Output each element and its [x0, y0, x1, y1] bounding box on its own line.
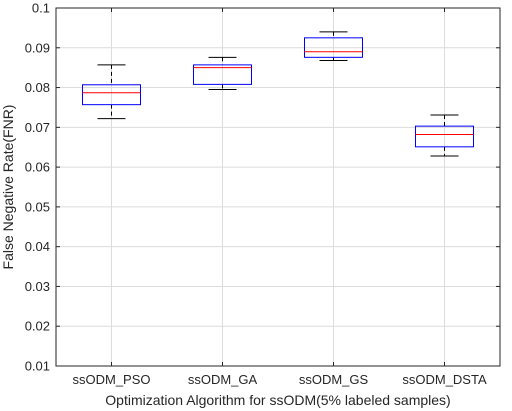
y-tick-label: 0.08: [25, 80, 50, 95]
y-tick-label: 0.1: [32, 1, 50, 16]
y-tick-label: 0.03: [25, 279, 50, 294]
y-tick-label: 0.05: [25, 199, 50, 214]
box-ssODM_DSTA: [415, 114, 474, 157]
plot-frame: [55, 7, 501, 367]
box-ssODM_GA: [193, 56, 252, 91]
x-tick-label: ssODM_GS: [299, 372, 369, 387]
y-axis-title: False Negative Rate(FNR): [0, 105, 16, 270]
box-ssODM_GS: [304, 31, 363, 62]
box-iqr: [304, 37, 363, 58]
box-iqr: [82, 84, 141, 106]
box-series: [82, 31, 474, 157]
x-tick-labels: ssODM_PSO ssODM_GA ssODM_GS ssODM_DSTA: [72, 372, 486, 387]
y-tick-label: 0.04: [25, 239, 50, 254]
box-iqr: [193, 64, 252, 85]
x-tick-label: ssODM_GA: [188, 372, 258, 387]
y-tick-label: 0.06: [25, 160, 50, 175]
y-tick-label: 0.01: [25, 359, 50, 374]
y-tick-labels: 0.01 0.02 0.03 0.04 0.05 0.06 0.07 0.08 0.09 0.1: [25, 1, 50, 374]
x-tick-label: ssODM_DSTA: [402, 372, 487, 387]
box-ssODM_PSO: [82, 64, 141, 120]
x-axis-title: Optimization Algorithm for ssODM(5% labe…: [105, 392, 450, 408]
y-tick-label: 0.02: [25, 319, 50, 334]
y-tick-label: 0.09: [25, 40, 50, 55]
x-tick-label: ssODM_PSO: [72, 372, 150, 387]
box-iqr: [415, 125, 474, 148]
y-tick-label: 0.07: [25, 120, 50, 135]
